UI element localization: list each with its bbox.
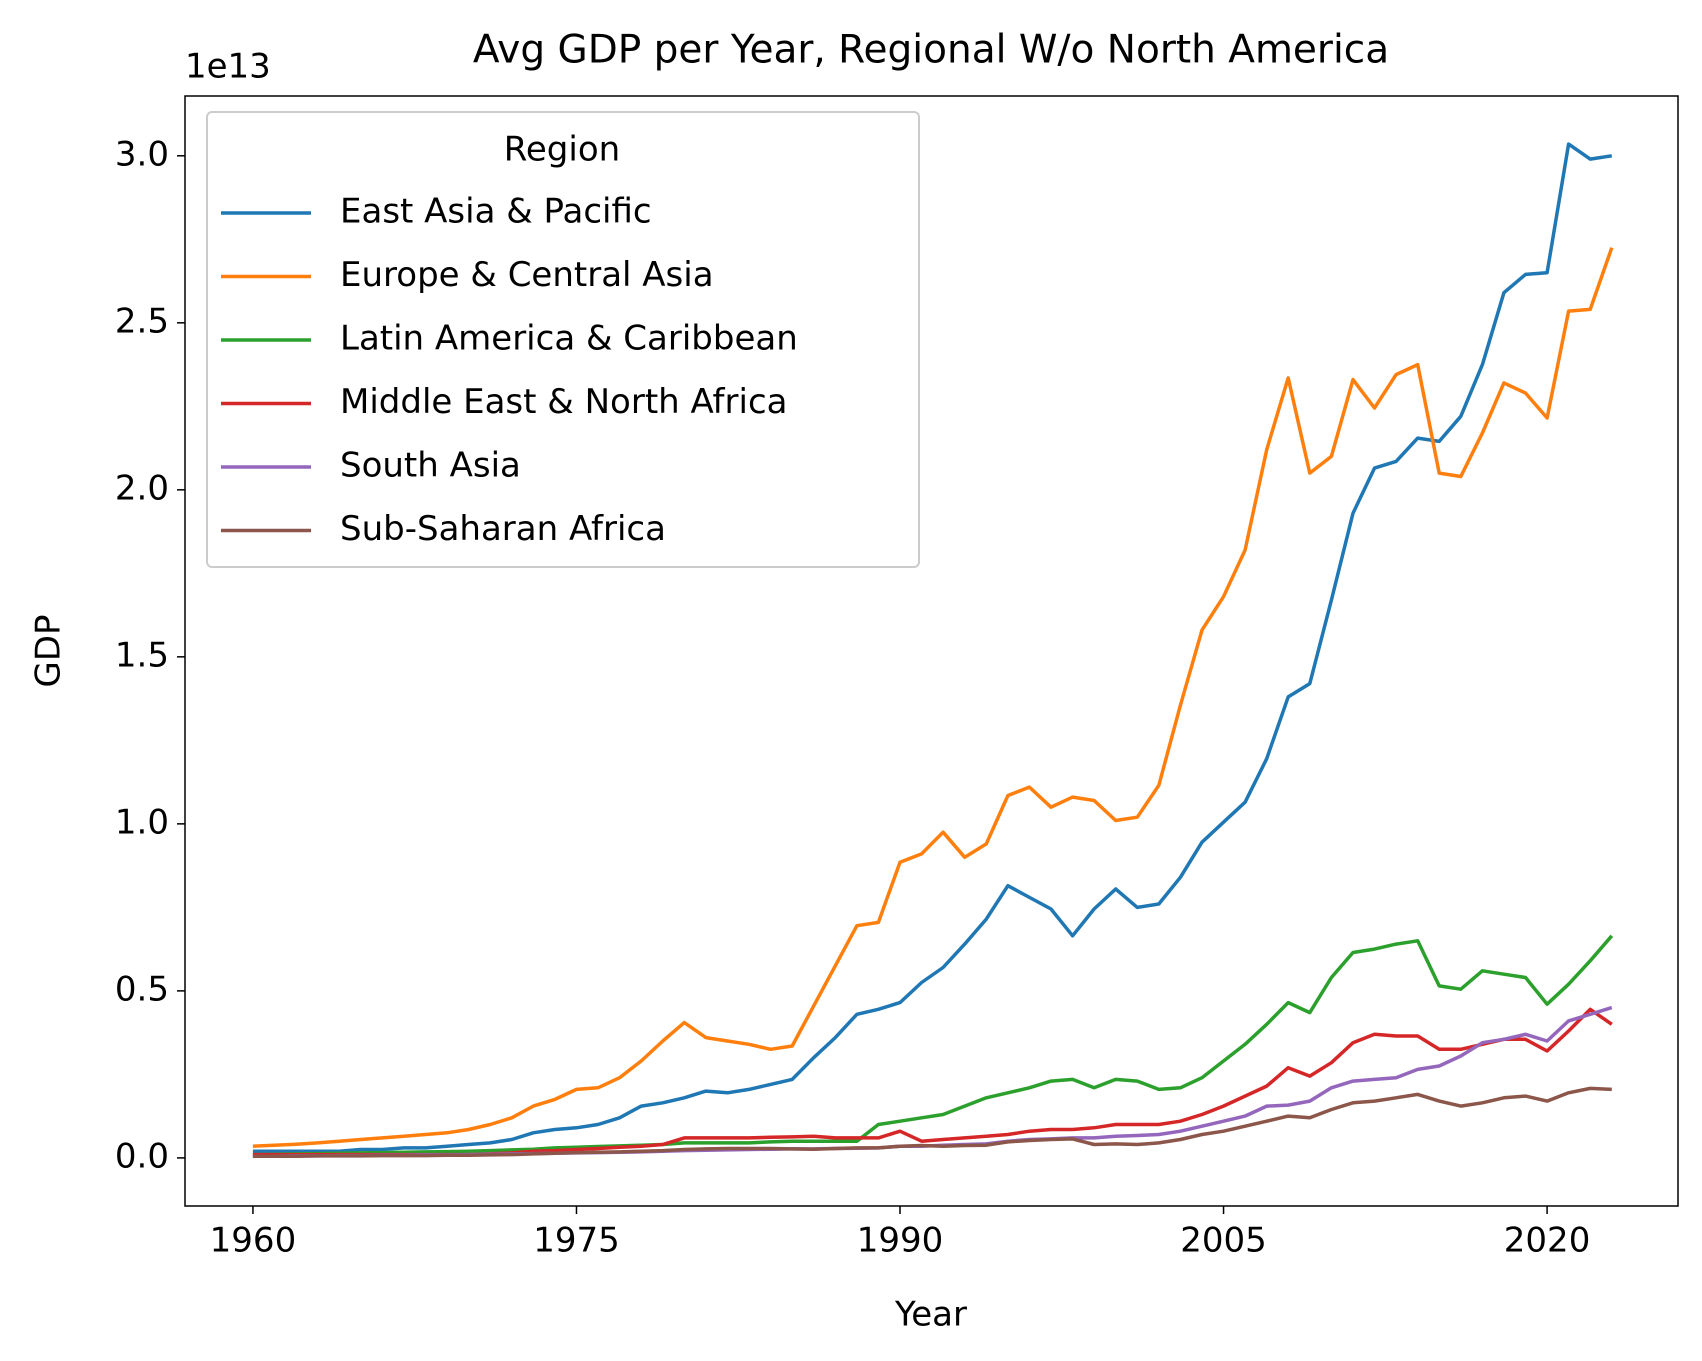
legend: Region East Asia & Pacific Europe & Centra… (206, 111, 920, 568)
x-axis-label: Year (894, 1295, 967, 1335)
data-line (252, 247, 1614, 1148)
y-tick-label: 2.5 (115, 301, 169, 341)
legend-label: South Asia (340, 446, 521, 486)
chart-title: Avg GDP per Year, Regional W/o North Ame… (473, 28, 1389, 73)
legend-label: Latin America & Caribbean (340, 319, 798, 359)
x-tick-label: 1990 (857, 1221, 944, 1261)
y-tick-label: 3.0 (115, 134, 169, 174)
x-tick-label: 1975 (533, 1221, 620, 1261)
y-tick-label: 0.0 (115, 1136, 169, 1176)
y-tick-label: 2.0 (115, 468, 169, 508)
legend-label: Middle East & North Africa (340, 382, 787, 422)
data-line (252, 934, 1614, 1157)
y-axis-label: GDP (29, 614, 69, 687)
y-tick-label: 1.0 (115, 802, 169, 842)
y-tick-label: 1.5 (115, 635, 169, 675)
x-tick-label: 1960 (210, 1221, 297, 1261)
y-offset-label: 1e13 (185, 47, 271, 87)
data-line (252, 142, 1613, 1153)
x-tick-label: 2020 (1504, 1221, 1591, 1261)
legend-title: Region (504, 130, 620, 170)
legend-label: East Asia & Pacific (340, 192, 652, 232)
x-tick-label: 2005 (1180, 1221, 1267, 1261)
legend-box (206, 111, 920, 568)
legend-label: Europe & Central Asia (340, 255, 714, 295)
data-line (252, 1086, 1612, 1158)
y-tick-label: 0.5 (115, 969, 169, 1009)
legend-label: Sub-Saharan Africa (340, 509, 666, 549)
plot-frame (184, 95, 1679, 1207)
